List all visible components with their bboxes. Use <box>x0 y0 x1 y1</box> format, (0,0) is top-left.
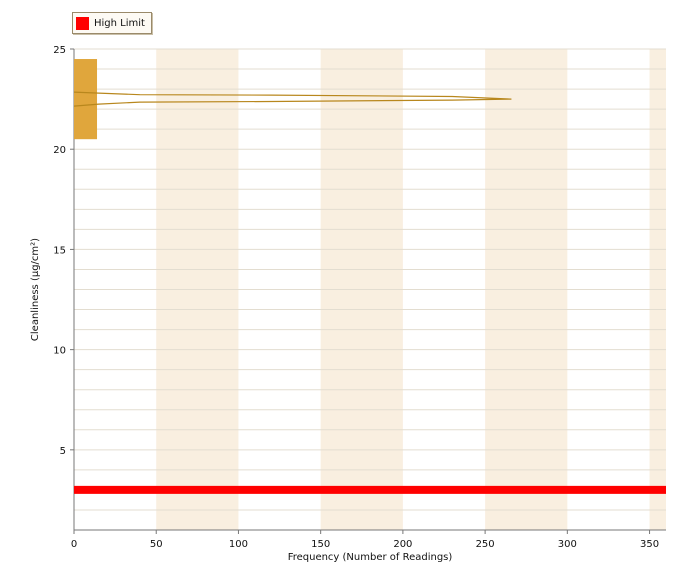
x-tick-label: 200 <box>393 539 412 550</box>
y-tick-label: 10 <box>53 346 66 357</box>
y-tick-label: 25 <box>53 45 66 56</box>
x-tick-label: 0 <box>71 539 77 550</box>
x-tick-label: 300 <box>558 539 577 550</box>
x-tick-label: 50 <box>150 539 163 550</box>
x-tick-label: 100 <box>229 539 248 550</box>
y-axis-label: Cleanliness (µg/cm²) <box>30 238 41 341</box>
histogram-bar <box>74 59 98 140</box>
legend-swatch-high-limit <box>76 16 89 30</box>
legend[interactable]: High Limit <box>72 12 152 34</box>
legend-label-high-limit: High Limit <box>94 17 145 29</box>
y-tick-label: 5 <box>60 446 66 457</box>
y-tick-label: 15 <box>53 245 66 256</box>
distribution-curve <box>73 91 512 107</box>
x-tick-label: 250 <box>476 539 495 550</box>
x-tick-label: 150 <box>311 539 330 550</box>
y-tick-label: 20 <box>53 145 66 156</box>
x-tick-label: 350 <box>640 539 659 550</box>
x-axis-label: Frequency (Number of Readings) <box>288 552 453 563</box>
